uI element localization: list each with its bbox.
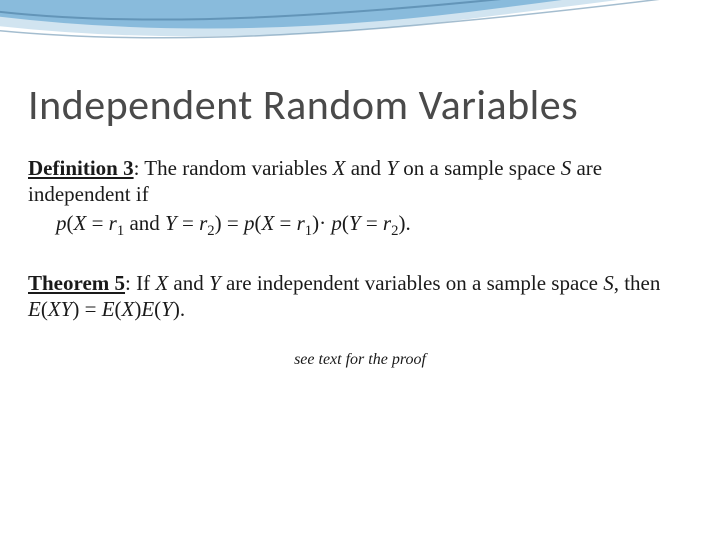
theorem-label: Theorem 5: [28, 271, 125, 295]
decorative-swoosh: [0, 0, 720, 70]
definition-label: Definition 3: [28, 156, 134, 180]
proof-note: see text for the proof: [28, 351, 692, 369]
slide-title: Independent Random Variables: [28, 80, 692, 131]
definition-block: Definition 3: The random variables X and…: [28, 155, 692, 240]
theorem-block: Theorem 5: If X and Y are independent va…: [28, 270, 692, 323]
definition-text: Definition 3: The random variables X and…: [28, 155, 692, 208]
definition-equation: p(X = r1 and Y = r2) = p(X = r1)· p(Y = …: [28, 210, 692, 241]
slide-content: Independent Random Variables Definition …: [28, 80, 692, 369]
theorem-text: Theorem 5: If X and Y are independent va…: [28, 270, 692, 323]
